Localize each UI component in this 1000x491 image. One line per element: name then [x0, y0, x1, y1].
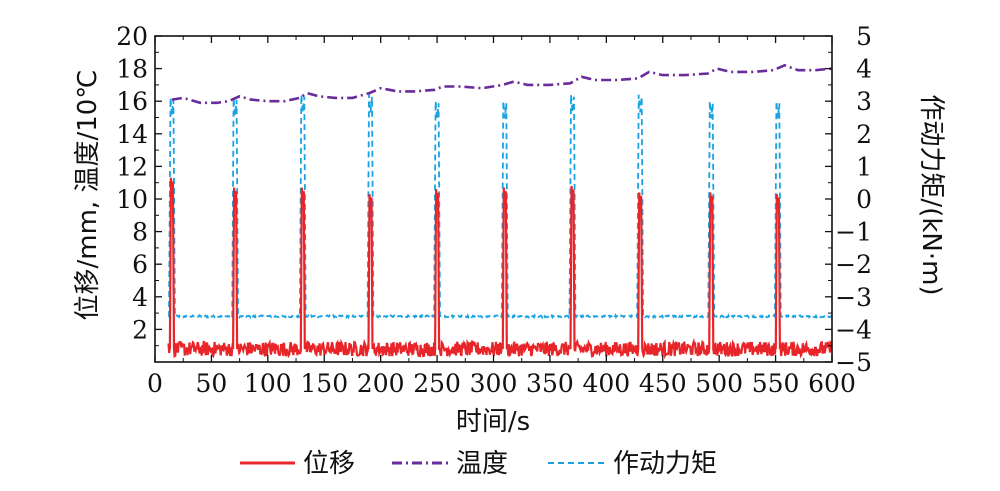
y-left-tick-label: 8: [132, 218, 148, 247]
series-line-displacement: [167, 177, 833, 360]
x-tick-label: 200: [357, 369, 405, 398]
x-tick-label: 150: [300, 369, 348, 398]
plot-area: [167, 63, 833, 360]
x-tick-label: 550: [752, 369, 800, 398]
series-line-torque: [168, 94, 833, 320]
y-left-tick-label: 6: [132, 250, 148, 279]
x-tick-label: 350: [526, 369, 574, 398]
legend-item-displacement: 位移: [240, 449, 355, 479]
x-tick-label: 250: [413, 369, 461, 398]
x-tick-label: 100: [244, 369, 292, 398]
legend-item-torque: 作动力矩: [548, 449, 717, 479]
y-right-tick-label: 0: [856, 185, 872, 214]
x-tick-label: 600: [808, 369, 856, 398]
x-tick-label: 0: [147, 369, 163, 398]
y-right-tick-label: 1: [856, 152, 872, 181]
y-left-tick-label: 12: [116, 152, 148, 181]
legend-item-temperature: 温度: [392, 449, 508, 479]
y-right-tick-label: 5: [856, 22, 872, 51]
legend-label-displacement: 位移: [303, 449, 355, 479]
x-tick-label: 50: [196, 369, 228, 398]
y-left-tick-label: 16: [116, 87, 148, 116]
x-tick-label: 300: [470, 369, 518, 398]
y-left-tick-label: 14: [116, 120, 148, 149]
tick-labels: 0 50 100 150 200 250 300 350 400 450 500 550 6002468…: [116, 22, 872, 398]
y-axis-right-label: 作动力矩/(kN·m): [916, 94, 946, 295]
x-tick-label: 450: [639, 369, 687, 398]
x-tick-label: 400: [582, 369, 630, 398]
x-tick-label: 500: [695, 369, 743, 398]
y-right-tick-label: −3: [835, 283, 872, 312]
y-right-tick-label: 4: [856, 55, 872, 84]
y-right-tick-label: 3: [856, 87, 872, 116]
legend-label-temperature: 温度: [456, 449, 508, 479]
y-left-tick-label: 4: [132, 283, 148, 312]
y-right-tick-label: −1: [835, 218, 872, 247]
y-left-tick-label: 20: [116, 22, 148, 51]
legend-label-torque: 作动力矩: [613, 449, 717, 479]
y-right-tick-label: −4: [835, 315, 872, 344]
plot-frame: [154, 35, 833, 363]
y-right-tick-label: 2: [856, 120, 872, 149]
y-left-tick-label: 18: [116, 55, 148, 84]
axes: [154, 35, 833, 363]
series-line-temperature: [171, 63, 833, 105]
y-left-tick-label: 2: [132, 315, 148, 344]
legend: 位移 温度 作动力矩: [240, 449, 717, 479]
y-right-tick-label: −2: [835, 250, 872, 279]
y-right-tick-label: −5: [835, 348, 872, 377]
y-left-tick-label: 10: [116, 185, 148, 214]
y-axis-left-label: 位移/mm, 温度/10℃: [73, 70, 103, 321]
x-axis-label: 时间/s: [456, 407, 530, 437]
